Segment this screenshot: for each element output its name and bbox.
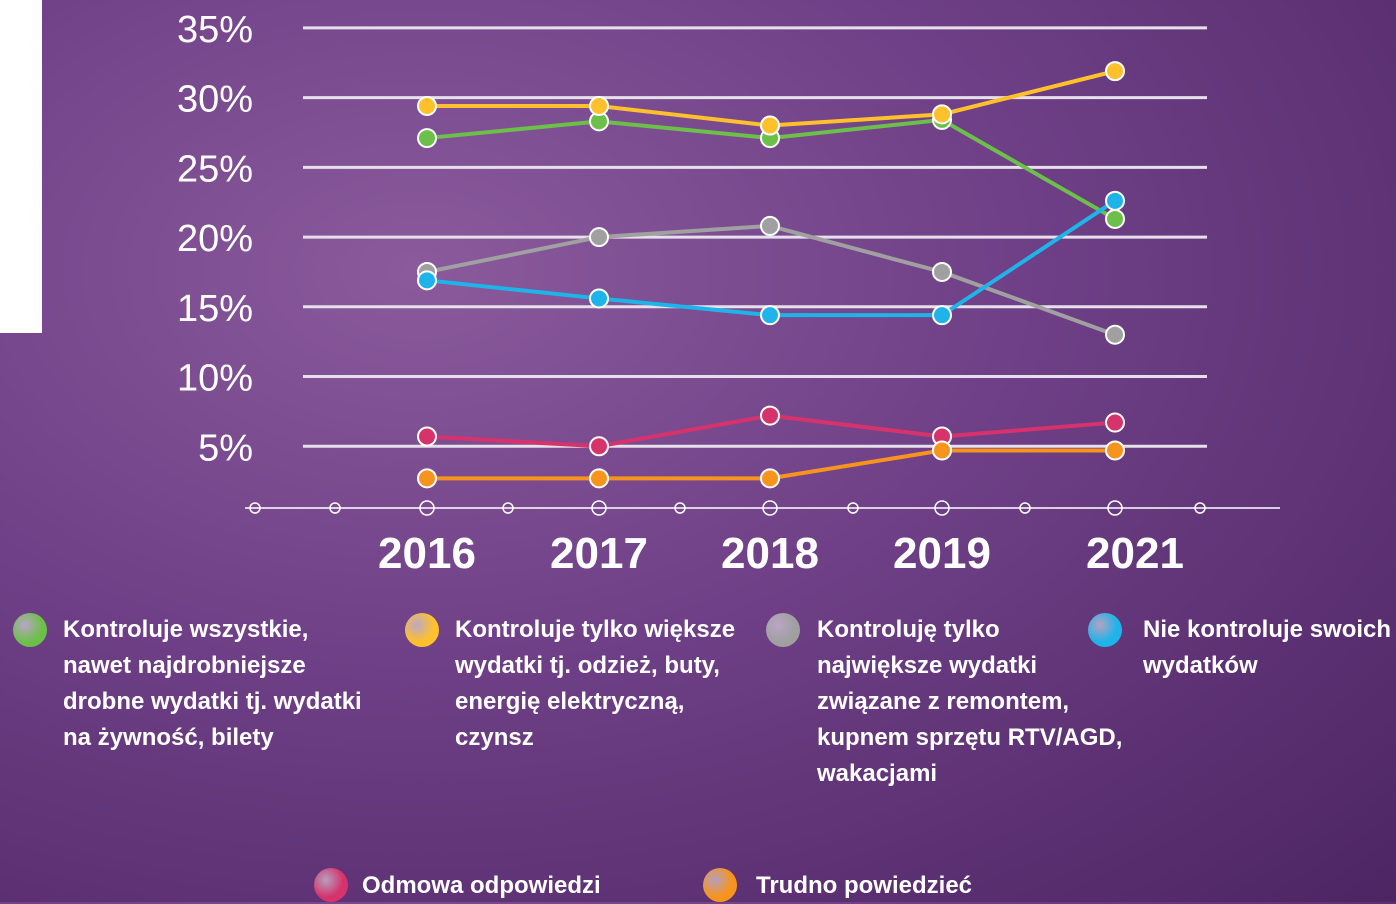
- x-tick-dot: [419, 500, 435, 516]
- timeline-dot: [1019, 502, 1031, 514]
- white-panel: [0, 0, 42, 333]
- x-tick-label: 2021: [1086, 529, 1184, 578]
- data-point: [760, 215, 780, 236]
- data-point: [589, 436, 609, 457]
- data-point: [1105, 324, 1125, 345]
- timeline-dot: [502, 502, 514, 514]
- x-tick-dot: [762, 500, 778, 516]
- data-point: [417, 128, 437, 149]
- data-point: [760, 115, 780, 136]
- x-tick-label: 2019: [893, 529, 991, 578]
- data-point: [1105, 61, 1125, 82]
- legend-marker: [766, 613, 800, 647]
- legend-label: Trudno powiedzieć: [756, 872, 973, 899]
- y-tick-label: 35%: [177, 9, 253, 51]
- data-point: [1105, 440, 1125, 461]
- timeline-dot: [674, 502, 686, 514]
- data-point: [589, 468, 609, 489]
- timeline-dot: [249, 502, 261, 514]
- y-tick-label: 20%: [177, 218, 253, 260]
- x-tick-dot: [591, 500, 607, 516]
- data-point: [1105, 190, 1125, 211]
- x-tick-label: 2017: [550, 529, 648, 578]
- x-tick-dot: [934, 500, 950, 516]
- data-point: [1105, 412, 1125, 433]
- data-point: [589, 288, 609, 309]
- y-tick-label: 10%: [177, 358, 253, 400]
- data-point: [932, 440, 952, 461]
- data-point: [417, 270, 437, 291]
- timeline-dot: [847, 502, 859, 514]
- y-tick-label: 30%: [177, 79, 253, 121]
- y-tick-label: 5%: [198, 427, 253, 469]
- data-point: [589, 227, 609, 248]
- legend-marker: [703, 868, 737, 902]
- timeline-dot: [329, 502, 341, 514]
- x-tick-dot: [1107, 500, 1123, 516]
- data-point: [417, 468, 437, 489]
- y-tick-label: 15%: [177, 288, 253, 330]
- legend-marker: [405, 613, 439, 647]
- legend-label: Kontroluje wszystkie, nawet najdrobniejs…: [63, 616, 362, 751]
- data-point: [417, 426, 437, 447]
- timeline-dot: [1194, 502, 1206, 514]
- x-tick-label: 2016: [378, 529, 476, 578]
- data-point: [932, 104, 952, 125]
- x-tick-label: 2018: [721, 529, 819, 578]
- data-point: [932, 305, 952, 326]
- legend-label: Odmowa odpowiedzi: [362, 872, 601, 899]
- legend-label: Kontroluję tylko największe wydatki zwią…: [817, 616, 1123, 787]
- y-tick-label: 25%: [177, 148, 253, 190]
- data-point: [760, 405, 780, 426]
- data-point: [417, 95, 437, 116]
- data-point: [932, 261, 952, 282]
- data-point: [760, 305, 780, 326]
- legend-marker: [1088, 613, 1122, 647]
- data-point: [760, 468, 780, 489]
- legend-marker: [314, 868, 348, 902]
- legend-marker: [13, 613, 47, 647]
- data-point: [1105, 208, 1125, 229]
- legend-label: Kontroluje tylko większe wydatki tj. odz…: [455, 616, 736, 751]
- data-point: [589, 95, 609, 116]
- legend-label: Nie kontroluje swoich wydatków: [1143, 616, 1392, 679]
